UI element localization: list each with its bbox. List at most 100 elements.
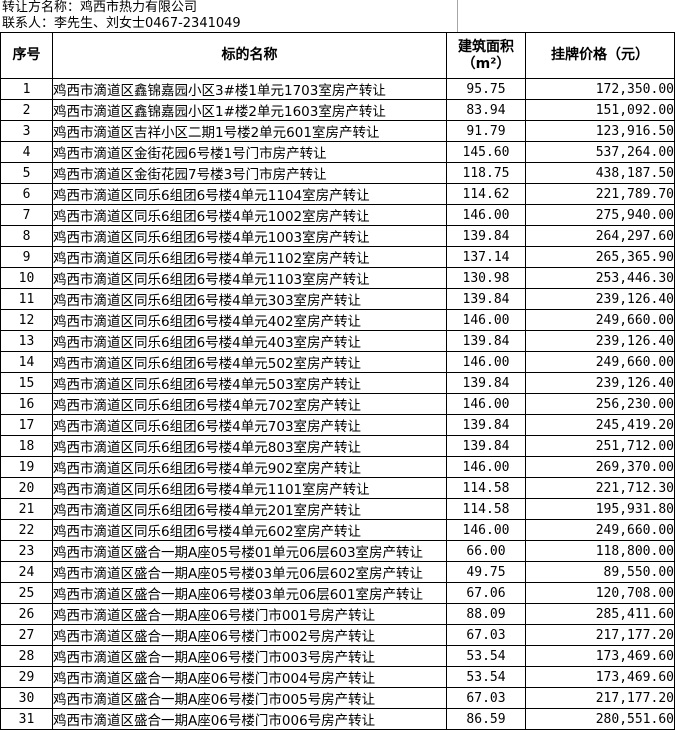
table-row: 30 鸡西市滴道区盛合一期A座06号楼门市005号房产转让 67.03 217,177… xyxy=(0,687,675,709)
table-row: 6 鸡西市滴道区同乐6组团6号楼4单元1104室房产转让 114.62 221,789… xyxy=(0,183,675,205)
table-row: 17 鸡西市滴道区同乐6组团6号楼4单元703室房产转让 139.84 245,419… xyxy=(0,414,675,436)
table-header-row: 序号 标的名称 建筑面积 （m²） 挂牌价格（元） xyxy=(0,32,675,79)
table-row: 23 鸡西市滴道区盛合一期A座05号楼01单元06层603室房产转让 66.00 11… xyxy=(0,540,675,562)
serial-cell: 11 xyxy=(0,288,53,310)
name-cell: 鸡西市滴道区同乐6组团6号楼4单元602室房产转让 xyxy=(52,519,447,541)
name-cell: 鸡西市滴道区同乐6组团6号楼4单元1104室房产转让 xyxy=(52,183,447,205)
area-cell: 145.60 xyxy=(446,141,526,163)
name-cell: 鸡西市滴道区同乐6组团6号楼4单元403室房产转让 xyxy=(52,330,447,352)
price-cell: 438,187.50 xyxy=(525,162,675,184)
table-row: 14 鸡西市滴道区同乐6组团6号楼4单元502室房产转让 146.00 249,660… xyxy=(0,351,675,373)
price-cell: 264,297.60 xyxy=(525,225,675,247)
area-cell: 67.03 xyxy=(446,687,526,709)
table-row: 31 鸡西市滴道区盛合一期A座06号楼门市006号房产转让 86.59 280,551… xyxy=(0,708,675,730)
area-cell: 146.00 xyxy=(446,393,526,415)
name-cell: 鸡西市滴道区同乐6组团6号楼4单元1101室房产转让 xyxy=(52,477,447,499)
serial-cell: 5 xyxy=(0,162,53,184)
price-cell: 249,660.00 xyxy=(525,351,675,373)
table-row: 3 鸡西市滴道区吉祥小区二期1号楼2单元601室房产转让 91.79 123,916.… xyxy=(0,120,675,142)
price-cell: 253,446.30 xyxy=(525,267,675,289)
table-row: 21 鸡西市滴道区同乐6组团6号楼4单元201室房产转让 114.58 195,931… xyxy=(0,498,675,520)
area-cell: 67.06 xyxy=(446,582,526,604)
column-header-area: 建筑面积 （m²） xyxy=(446,32,526,79)
name-cell: 鸡西市滴道区同乐6组团6号楼4单元503室房产转让 xyxy=(52,372,447,394)
area-cell: 114.58 xyxy=(446,498,526,520)
name-cell: 鸡西市滴道区盛合一期A座06号楼门市006号房产转让 xyxy=(52,708,447,730)
price-cell: 269,370.00 xyxy=(525,456,675,478)
table-row: 22 鸡西市滴道区同乐6组团6号楼4单元602室房产转让 146.00 249,660… xyxy=(0,519,675,541)
price-cell: 217,177.20 xyxy=(525,624,675,646)
serial-cell: 15 xyxy=(0,372,53,394)
contact-line: 联系人：李先生、刘女士0467-2341049 xyxy=(2,16,241,31)
price-cell: 265,365.90 xyxy=(525,246,675,268)
serial-cell: 4 xyxy=(0,141,53,163)
price-cell: 239,126.40 xyxy=(525,288,675,310)
area-cell: 83.94 xyxy=(446,99,526,121)
table-row: 2 鸡西市滴道区鑫锦嘉园小区1#楼2单元1603室房产转让 83.94 151,092… xyxy=(0,99,675,121)
name-cell: 鸡西市滴道区吉祥小区二期1号楼2单元601室房产转让 xyxy=(52,120,447,142)
table-row: 11 鸡西市滴道区同乐6组团6号楼4单元303室房产转让 139.84 239,126… xyxy=(0,288,675,310)
price-cell: 123,916.50 xyxy=(525,120,675,142)
table-row: 20 鸡西市滴道区同乐6组团6号楼4单元1101室房产转让 114.58 221,71… xyxy=(0,477,675,499)
table-row: 19 鸡西市滴道区同乐6组团6号楼4单元902室房产转让 146.00 269,370… xyxy=(0,456,675,478)
area-cell: 146.00 xyxy=(446,351,526,373)
serial-cell: 26 xyxy=(0,603,53,625)
name-cell: 鸡西市滴道区盛合一期A座06号楼门市003号房产转让 xyxy=(52,645,447,667)
area-cell: 91.79 xyxy=(446,120,526,142)
area-cell: 118.75 xyxy=(446,162,526,184)
area-cell: 67.03 xyxy=(446,624,526,646)
serial-cell: 28 xyxy=(0,645,53,667)
serial-cell: 22 xyxy=(0,519,53,541)
table-row: 16 鸡西市滴道区同乐6组团6号楼4单元702室房产转让 146.00 256,230… xyxy=(0,393,675,415)
name-cell: 鸡西市滴道区盛合一期A座05号楼03单元06层602室房产转让 xyxy=(52,561,447,583)
serial-cell: 21 xyxy=(0,498,53,520)
serial-cell: 18 xyxy=(0,435,53,457)
serial-cell: 2 xyxy=(0,99,53,121)
serial-cell: 8 xyxy=(0,225,53,247)
name-cell: 鸡西市滴道区金街花园7号楼3号门市房产转让 xyxy=(52,162,447,184)
price-cell: 245,419.20 xyxy=(525,414,675,436)
table-row: 25 鸡西市滴道区盛合一期A座06号楼03单元06层601室房产转让 67.06 12… xyxy=(0,582,675,604)
serial-cell: 10 xyxy=(0,267,53,289)
name-cell: 鸡西市滴道区盛合一期A座06号楼门市002号房产转让 xyxy=(52,624,447,646)
serial-cell: 12 xyxy=(0,309,53,331)
name-cell: 鸡西市滴道区盛合一期A座05号楼01单元06层603室房产转让 xyxy=(52,540,447,562)
name-cell: 鸡西市滴道区鑫锦嘉园小区1#楼2单元1603室房产转让 xyxy=(52,99,447,121)
name-cell: 鸡西市滴道区盛合一期A座06号楼门市005号房产转让 xyxy=(52,687,447,709)
price-cell: 251,712.00 xyxy=(525,435,675,457)
area-cell: 86.59 xyxy=(446,708,526,730)
serial-cell: 9 xyxy=(0,246,53,268)
document-header: 转让方名称：鸡西市热力有限公司 联系人：李先生、刘女士0467-2341049 xyxy=(2,0,662,32)
column-header-price: 挂牌价格（元） xyxy=(525,32,675,79)
price-cell: 285,411.60 xyxy=(525,603,675,625)
serial-cell: 19 xyxy=(0,456,53,478)
price-cell: 151,092.00 xyxy=(525,99,675,121)
serial-cell: 1 xyxy=(0,78,53,100)
column-header-area-line2: （m²） xyxy=(461,55,511,72)
name-cell: 鸡西市滴道区同乐6组团6号楼4单元702室房产转让 xyxy=(52,393,447,415)
table-row: 4 鸡西市滴道区金街花园6号楼1号门市房产转让 145.60 537,264.00 xyxy=(0,141,675,163)
price-cell: 89,550.00 xyxy=(525,561,675,583)
table-row: 1 鸡西市滴道区鑫锦嘉园小区3#楼1单元1703室房产转让 95.75 172,350… xyxy=(0,78,675,100)
name-cell: 鸡西市滴道区盛合一期A座06号楼门市004号房产转让 xyxy=(52,666,447,688)
name-cell: 鸡西市滴道区同乐6组团6号楼4单元201室房产转让 xyxy=(52,498,447,520)
column-header-serial: 序号 xyxy=(0,32,53,79)
property-listing-table: 序号 标的名称 建筑面积 （m²） 挂牌价格（元） 1 鸡西市滴道区鑫锦嘉园小区3… xyxy=(0,32,675,730)
price-cell: 172,350.00 xyxy=(525,78,675,100)
area-cell: 139.84 xyxy=(446,288,526,310)
table-row: 12 鸡西市滴道区同乐6组团6号楼4单元402室房产转让 146.00 249,660… xyxy=(0,309,675,331)
area-cell: 146.00 xyxy=(446,309,526,331)
price-cell: 239,126.40 xyxy=(525,330,675,352)
column-header-area-line1: 建筑面积 xyxy=(458,38,514,55)
price-cell: 221,789.70 xyxy=(525,183,675,205)
name-cell: 鸡西市滴道区同乐6组团6号楼4单元902室房产转让 xyxy=(52,456,447,478)
price-cell: 221,712.30 xyxy=(525,477,675,499)
serial-cell: 3 xyxy=(0,120,53,142)
area-cell: 53.54 xyxy=(446,666,526,688)
area-cell: 139.84 xyxy=(446,225,526,247)
area-cell: 114.58 xyxy=(446,477,526,499)
price-cell: 120,708.00 xyxy=(525,582,675,604)
serial-cell: 7 xyxy=(0,204,53,226)
price-cell: 537,264.00 xyxy=(525,141,675,163)
name-cell: 鸡西市滴道区同乐6组团6号楼4单元1103室房产转让 xyxy=(52,267,447,289)
